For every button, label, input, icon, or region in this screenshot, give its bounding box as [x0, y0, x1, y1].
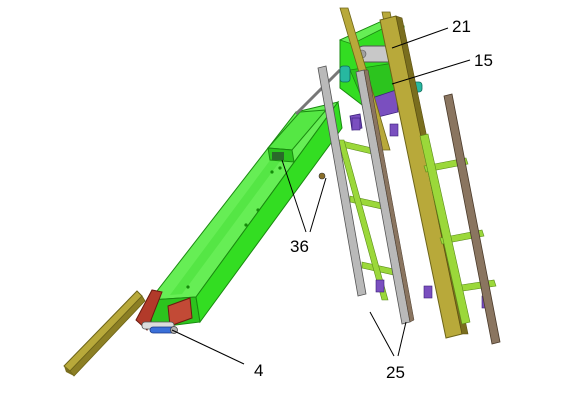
callout-21: 21: [452, 17, 471, 36]
middle-ladder: [317, 65, 415, 325]
callout-4: 4: [254, 361, 263, 380]
main-boom: [148, 100, 343, 329]
leader-lines: [171, 27, 471, 365]
right-ladder: [419, 93, 501, 345]
bottom-bracket: [135, 289, 193, 334]
callout-15: 15: [474, 51, 493, 70]
actuator-cylinder: [266, 68, 342, 180]
lower-slide-rail: [63, 290, 146, 377]
callout-25: 25: [386, 363, 405, 382]
callout-36: 36: [290, 237, 309, 256]
